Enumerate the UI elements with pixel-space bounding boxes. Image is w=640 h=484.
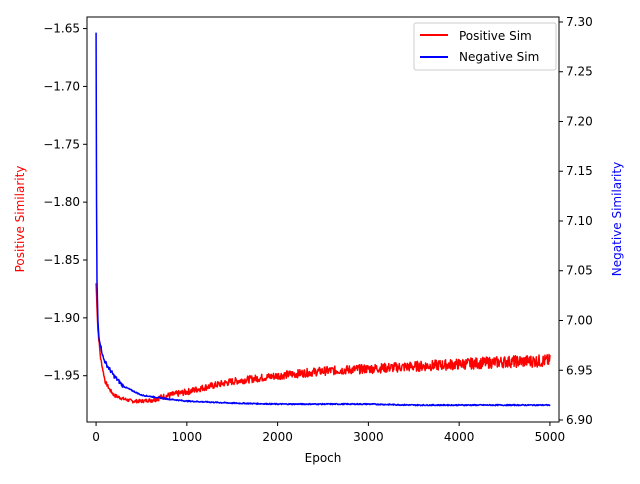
x-tick-label: 5000 bbox=[535, 430, 566, 444]
y-axis-right-label: Negative Similarity bbox=[610, 162, 624, 276]
y-right-tick-label: 7.30 bbox=[566, 15, 593, 29]
x-tick-label: 2000 bbox=[262, 430, 293, 444]
y-right-tick-label: 7.05 bbox=[566, 264, 593, 278]
legend-label-positive: Positive Sim bbox=[459, 29, 532, 43]
y-right-tick-label: 6.95 bbox=[566, 363, 593, 377]
legend-label-negative: Negative Sim bbox=[459, 50, 539, 64]
y-axis-left: −1.65 −1.70 −1.75 −1.80 −1.85 −1.90 −1.95 bbox=[43, 22, 87, 383]
y-right-tick-label: 7.15 bbox=[566, 164, 593, 178]
x-tick-label: 3000 bbox=[353, 430, 384, 444]
plot-background bbox=[87, 17, 559, 422]
series-line-negative-sim bbox=[95, 32, 551, 407]
x-tick-label: 4000 bbox=[444, 430, 475, 444]
y-right-tick-label: 7.10 bbox=[566, 214, 593, 228]
y-left-tick-label: −1.90 bbox=[43, 311, 80, 325]
legend-box bbox=[413, 22, 557, 71]
plot-frame bbox=[86, 16, 560, 423]
y-left-tick-label: −1.85 bbox=[43, 253, 80, 267]
x-tick-label: 1000 bbox=[172, 430, 203, 444]
y-left-tick-label: −1.75 bbox=[43, 137, 80, 151]
legend: Positive Sim Negative Sim bbox=[413, 22, 557, 71]
series-line-positive-sim bbox=[95, 283, 551, 404]
y-left-tick-label: −1.70 bbox=[43, 79, 80, 93]
x-axis: 0 1000 2000 3000 4000 5000 bbox=[92, 422, 565, 444]
y-left-tick-label: −1.65 bbox=[43, 22, 80, 36]
x-tick-label: 0 bbox=[92, 430, 100, 444]
y-right-tick-label: 7.25 bbox=[566, 65, 593, 79]
y-right-tick-label: 6.90 bbox=[566, 413, 593, 427]
y-left-tick-label: −1.95 bbox=[43, 369, 80, 383]
x-axis-label: Epoch bbox=[305, 451, 342, 465]
y-left-tick-label: −1.80 bbox=[43, 195, 80, 209]
y-axis-left-label: Positive Similarity bbox=[13, 166, 27, 273]
y-axis-right: 7.30 7.25 7.20 7.15 7.10 7.05 7.00 6.95 6.90 bbox=[559, 15, 593, 427]
y-right-tick-label: 7.00 bbox=[566, 314, 593, 328]
y-right-tick-label: 7.20 bbox=[566, 114, 593, 128]
series-layer bbox=[95, 32, 551, 407]
